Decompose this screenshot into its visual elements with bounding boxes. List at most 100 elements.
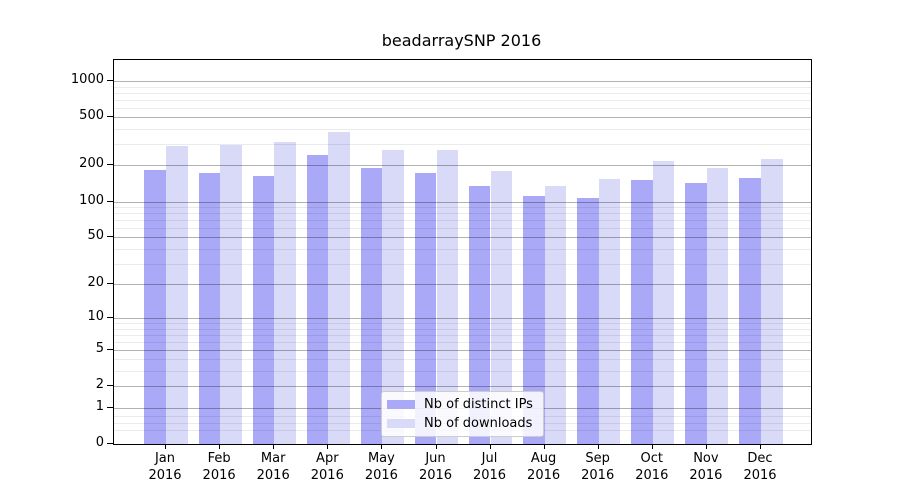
bar-nb-of-downloads-oct (652, 161, 675, 444)
x-tick-mark (705, 444, 707, 449)
chart-title: beadarraySNP 2016 (381, 31, 542, 50)
legend-row-distinct-ips: Nb of distinct IPs (387, 395, 533, 414)
y-tick-label: 20 (87, 275, 104, 290)
y-tick-mark (107, 200, 113, 202)
x-tick-label: Feb 2016 (202, 451, 236, 483)
gridline-minor (114, 323, 811, 324)
bar-nb-of-downloads-feb (220, 145, 242, 444)
x-tick-mark (273, 444, 275, 449)
legend-row-downloads: Nb of downloads (387, 414, 533, 433)
y-tick-label: 500 (79, 108, 104, 124)
y-tick-mark (107, 443, 113, 444)
y-tick-mark (107, 348, 113, 350)
gridline-minor (114, 207, 811, 208)
y-tick-label: 0 (95, 435, 104, 450)
bar-nb-of-distinct-ips-sep (577, 198, 599, 444)
x-tick-label: May 2016 (364, 451, 398, 483)
x-tick-label: Apr 2016 (310, 451, 344, 483)
y-tick-mark (107, 164, 113, 166)
bar-nb-of-distinct-ips-nov (685, 182, 707, 444)
gridline-minor (114, 213, 811, 215)
y-tick-label: 10 (87, 309, 104, 324)
y-tick-label: 200 (79, 156, 104, 172)
y-tick-mark (107, 283, 113, 284)
y-tick-mark (107, 317, 113, 318)
y-tick-label: 100 (79, 192, 104, 208)
y-tick-label: 5 (95, 340, 104, 356)
legend-swatch-downloads (387, 419, 415, 428)
gridline-minor (114, 341, 811, 343)
x-tick-mark (327, 444, 329, 449)
x-tick-label: Jun 2016 (418, 451, 453, 483)
bar-nb-of-distinct-ips-jul (468, 185, 491, 444)
gridline-minor (114, 328, 811, 330)
legend: Nb of distinct IPs Nb of downloads (381, 391, 544, 437)
bar-nb-of-distinct-ips-dec (739, 178, 761, 444)
bar-nb-of-downloads-apr (328, 132, 350, 444)
legend-swatch-distinct-ips (387, 400, 415, 409)
y-tick-label: 50 (87, 228, 104, 244)
y-tick-mark (107, 80, 113, 81)
x-tick-label: Oct 2016 (635, 451, 669, 483)
bar-nb-of-downloads-jan (166, 146, 188, 444)
x-tick-label: Aug 2016 (527, 451, 561, 483)
bar-nb-of-downloads-nov (706, 168, 729, 444)
x-tick-mark (435, 444, 437, 449)
bar-nb-of-distinct-ips-oct (631, 180, 653, 444)
gridline-major (114, 284, 811, 285)
gridline-minor (114, 99, 811, 101)
y-tick-label: 1 (95, 398, 104, 414)
grid-layer (114, 60, 811, 444)
bar-nb-of-downloads-jun (436, 150, 459, 444)
gridline-minor (114, 334, 811, 336)
bar-nb-of-distinct-ips-mar (252, 176, 275, 444)
gridline-major (114, 237, 811, 239)
gridline-major (114, 349, 811, 351)
bar-nb-of-distinct-ips-may (360, 167, 383, 444)
y-tick-mark (107, 385, 113, 387)
gridline-minor (114, 371, 811, 373)
gridline-minor (114, 86, 811, 88)
gridline-minor (114, 129, 811, 130)
x-tick-label: Mar 2016 (256, 451, 290, 483)
x-tick-label: Jul 2016 (472, 451, 507, 483)
gridline-minor (114, 359, 811, 361)
y-tick-mark (107, 116, 113, 118)
x-tick-label: Dec 2016 (743, 451, 777, 483)
x-tick-mark (651, 444, 653, 449)
gridline-major (114, 386, 811, 388)
x-tick-label: Jan 2016 (148, 451, 182, 483)
gridline-major (114, 201, 811, 203)
x-tick-mark (165, 444, 166, 449)
legend-label-distinct-ips: Nb of distinct IPs (424, 397, 533, 412)
gridline-major (114, 318, 811, 319)
x-tick-label: Sep 2016 (581, 451, 615, 483)
bar-nb-of-distinct-ips-feb (198, 173, 221, 444)
gridline-major (114, 165, 811, 167)
gridline-major (114, 81, 811, 82)
y-tick-mark (107, 406, 113, 408)
bar-nb-of-distinct-ips-jun (414, 172, 437, 444)
bar-nb-of-downloads-may (382, 149, 404, 444)
bar-nb-of-downloads-sep (598, 179, 621, 444)
x-tick-mark (381, 444, 383, 449)
bar-nb-of-downloads-dec (761, 158, 783, 444)
bars-layer (114, 60, 811, 444)
gridline-major (114, 117, 811, 119)
x-tick-mark (760, 444, 761, 449)
bar-nb-of-distinct-ips-jan (144, 170, 166, 444)
bar-nb-of-distinct-ips-aug (523, 196, 545, 444)
plot-area (113, 59, 812, 445)
gridline-minor (114, 263, 811, 265)
gridline-minor (114, 92, 811, 94)
gridline-minor (114, 107, 811, 109)
x-tick-label: Nov 2016 (689, 451, 723, 483)
gridline-minor (114, 220, 811, 221)
legend-label-downloads: Nb of downloads (424, 416, 533, 431)
gridline-minor (114, 228, 811, 229)
x-tick-mark (219, 444, 221, 449)
x-tick-mark (597, 444, 599, 449)
bar-nb-of-downloads-aug (544, 186, 567, 444)
x-tick-mark (543, 444, 545, 449)
